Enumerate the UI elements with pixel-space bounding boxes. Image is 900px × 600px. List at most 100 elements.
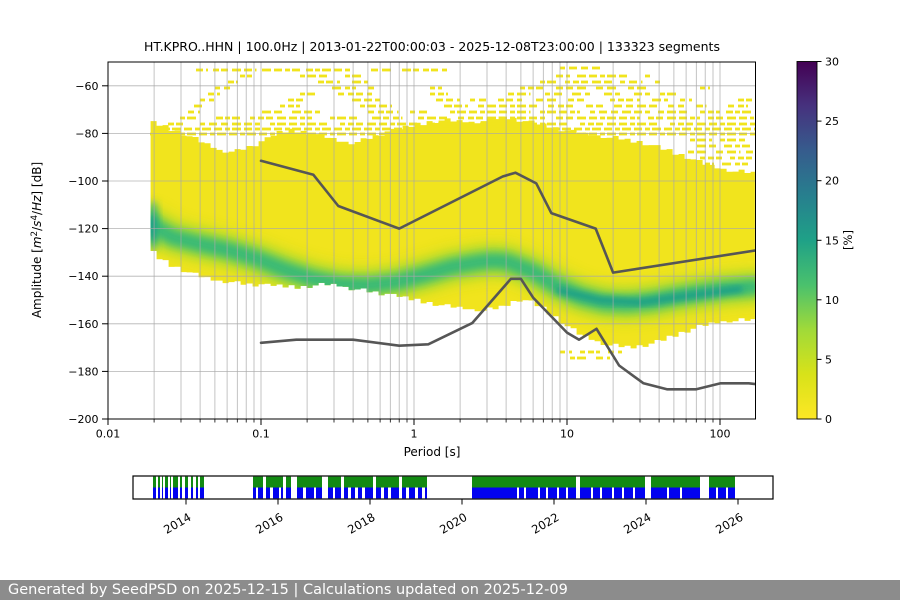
speckle-dash bbox=[746, 98, 752, 102]
speckle-dash bbox=[697, 138, 706, 142]
coverage-blue-segment bbox=[718, 487, 726, 499]
speckle-dash bbox=[705, 127, 710, 131]
speckle-dash bbox=[319, 132, 327, 136]
speckle-dash bbox=[607, 356, 610, 360]
speckle-dash bbox=[250, 116, 255, 120]
speckle-dash bbox=[548, 104, 554, 108]
speckle-dash bbox=[402, 68, 411, 72]
speckle-dash bbox=[565, 80, 570, 84]
speckle-dash bbox=[738, 156, 744, 160]
speckle-dash bbox=[514, 127, 522, 131]
speckle-dash bbox=[315, 127, 320, 131]
speckle-dash bbox=[338, 92, 344, 96]
speckle-dash bbox=[198, 110, 200, 114]
speckle-dash bbox=[559, 122, 567, 126]
colorbar-tick-label: 30 bbox=[825, 56, 839, 69]
density-heatmap bbox=[150, 66, 756, 360]
speckle-dash bbox=[457, 132, 466, 136]
speckle-dash bbox=[588, 122, 594, 126]
speckle-dash bbox=[596, 356, 603, 360]
speckle-dash bbox=[206, 68, 208, 72]
colorbar-label: [%] bbox=[841, 230, 855, 250]
speckle-dash bbox=[727, 132, 736, 136]
speckle-dash bbox=[585, 92, 590, 96]
speckle-dash bbox=[480, 122, 485, 126]
speckle-dash bbox=[619, 74, 627, 78]
coverage-green-segment bbox=[253, 476, 263, 488]
colorbar: 0 5 10 15 20 25 30 bbox=[796, 56, 839, 426]
speckle-dash bbox=[667, 116, 676, 120]
speckle-dash bbox=[750, 116, 754, 120]
speckle-dash bbox=[372, 116, 381, 120]
colorbar-gradient bbox=[797, 61, 817, 419]
speckle-dash bbox=[679, 116, 687, 120]
speckle-dash bbox=[607, 132, 616, 136]
speckle-dash bbox=[532, 127, 541, 131]
timeline-year-label: 2026 bbox=[713, 510, 745, 537]
speckle-dash bbox=[536, 98, 543, 102]
speckle-dash bbox=[307, 116, 312, 120]
speckle-dash bbox=[577, 110, 580, 114]
speckle-dash bbox=[566, 104, 573, 108]
colorbar-tick-label: 15 bbox=[825, 234, 839, 247]
coverage-blue-segment bbox=[559, 487, 566, 499]
speckle-dash bbox=[637, 132, 646, 136]
speckle-dash bbox=[754, 127, 756, 131]
speckle-dash bbox=[430, 86, 435, 90]
speckle-dash bbox=[330, 132, 335, 136]
speckle-dash bbox=[675, 127, 680, 131]
speckle-dash bbox=[397, 122, 406, 126]
coverage-blue-segment bbox=[624, 487, 633, 499]
speckle-dash bbox=[573, 80, 579, 84]
speckle-dash bbox=[446, 98, 453, 102]
speckle-dash bbox=[213, 68, 219, 72]
speckle-dash bbox=[356, 122, 363, 126]
speckle-dash bbox=[367, 104, 376, 108]
speckle-dash bbox=[529, 92, 531, 96]
speckle-dash bbox=[216, 116, 223, 120]
speckle-dash bbox=[592, 66, 600, 70]
speckle-dash bbox=[378, 110, 384, 114]
speckle-dash bbox=[728, 104, 734, 108]
speckle-dash bbox=[397, 110, 399, 114]
speckle-dash bbox=[478, 104, 484, 108]
speckle-dash bbox=[457, 122, 466, 126]
speckle-dash bbox=[739, 138, 745, 142]
speckle-dash bbox=[508, 92, 514, 96]
speckle-dash bbox=[572, 92, 581, 96]
speckle-dash bbox=[255, 68, 257, 72]
plot-axes: 0.01 0.1 1 10 100 −60 −80 −100 −120 −140 −160 −180 −… bbox=[68, 61, 756, 441]
speckle-dash bbox=[735, 127, 740, 131]
x-tick-label: 100 bbox=[710, 428, 731, 441]
speckle-dash bbox=[457, 98, 460, 102]
speckle-dash bbox=[277, 116, 286, 120]
coverage-blue-segment bbox=[196, 487, 198, 499]
speckle-dash bbox=[247, 132, 256, 136]
timeline-year-label: 2014 bbox=[161, 510, 193, 537]
speckle-dash bbox=[266, 116, 273, 120]
coverage-blue-segment bbox=[682, 487, 700, 499]
speckle-dash bbox=[510, 116, 515, 120]
speckle-dash bbox=[700, 156, 705, 160]
speckle-dash bbox=[700, 110, 705, 114]
speckle-dash bbox=[547, 110, 556, 114]
coverage-blue-segment bbox=[185, 487, 188, 499]
footer-status-bar: Generated by SeedPSD on 2025-12-15 | Cal… bbox=[0, 580, 900, 600]
coverage-blue-segment bbox=[365, 487, 373, 499]
speckle-dash bbox=[686, 122, 693, 126]
coverage-green-segment bbox=[153, 476, 156, 488]
speckle-dash bbox=[641, 80, 643, 84]
speckle-dash bbox=[720, 132, 725, 136]
speckle-dash bbox=[727, 122, 736, 126]
speckle-dash bbox=[735, 110, 740, 114]
speckle-dash bbox=[540, 80, 545, 84]
speckle-dash bbox=[304, 110, 312, 114]
speckle-dash bbox=[634, 127, 642, 131]
coverage-blue-segment bbox=[409, 487, 415, 499]
speckle-dash bbox=[315, 68, 320, 72]
speckle-dash bbox=[232, 68, 241, 72]
speckle-dash bbox=[499, 116, 507, 120]
coverage-blue-segment bbox=[162, 487, 163, 499]
speckle-dash bbox=[409, 132, 417, 136]
speckle-dash bbox=[472, 127, 481, 131]
